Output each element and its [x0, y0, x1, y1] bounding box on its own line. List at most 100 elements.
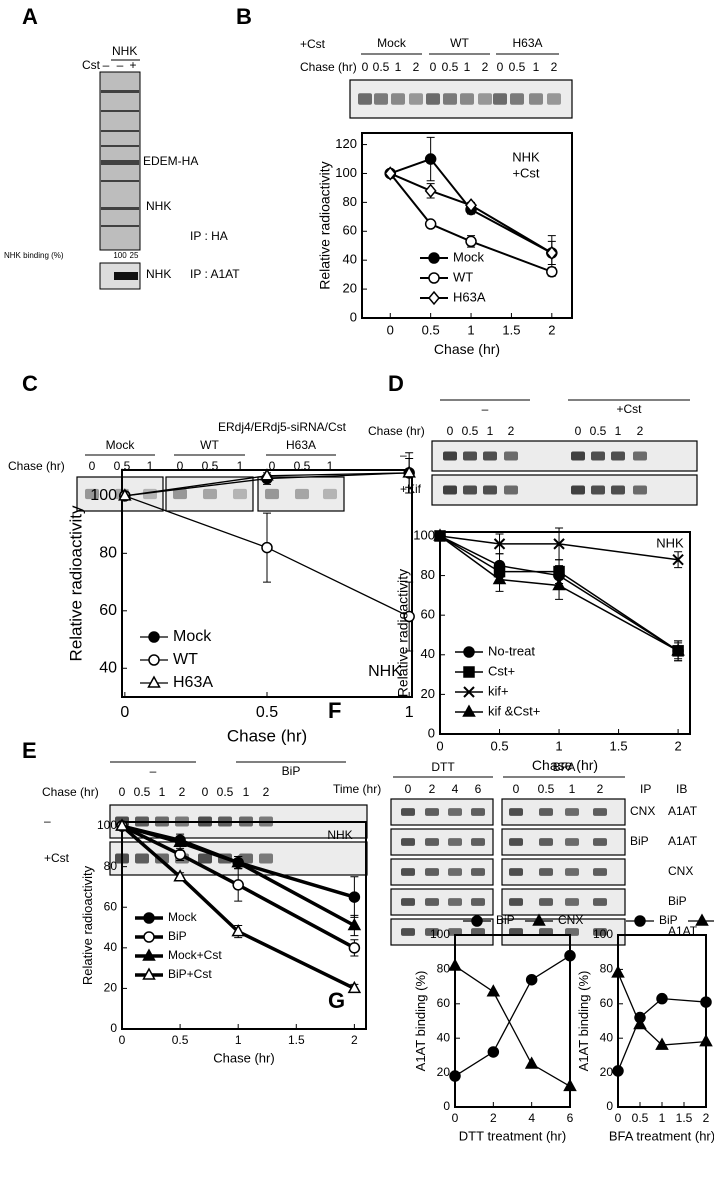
- x-tick-label: 1.5: [610, 738, 628, 753]
- marker: [612, 1065, 624, 1077]
- marker: [261, 541, 273, 554]
- marker: [672, 554, 684, 566]
- y-tick-label: 0: [443, 1099, 450, 1113]
- y-axis-label: A1AT binding (%): [413, 971, 428, 1072]
- marker: [700, 996, 712, 1008]
- lane-label: 0: [89, 459, 96, 473]
- x-tick-label: 2: [674, 738, 681, 753]
- marker: [462, 704, 476, 717]
- marker: [173, 869, 187, 882]
- y-tick-label: 60: [421, 607, 435, 622]
- x-tick-label: 1: [555, 738, 562, 753]
- band: [611, 451, 625, 461]
- marker: [428, 290, 440, 306]
- x-tick-label: 0.5: [490, 738, 508, 753]
- legend-label: Mock+Cst: [168, 948, 222, 962]
- panel-label: G: [328, 988, 345, 1013]
- band: [565, 928, 579, 936]
- y-tick-label: 80: [104, 859, 118, 873]
- band: [425, 898, 439, 906]
- x-axis-label: Chase (hr): [227, 726, 307, 745]
- band: [509, 868, 523, 876]
- legend-label: WT: [173, 651, 198, 668]
- lane-label: 2: [263, 785, 270, 799]
- marker: [142, 967, 156, 980]
- lane-label: 0: [119, 785, 126, 799]
- lane-label: 0: [362, 60, 369, 74]
- marker: [465, 198, 478, 213]
- plot-frame: [361, 132, 573, 319]
- label: Chase (hr): [42, 785, 99, 799]
- band: [593, 928, 607, 936]
- band: [101, 90, 139, 93]
- x-tick-label: 2: [351, 1033, 358, 1047]
- label: Chase (hr): [300, 60, 357, 74]
- group-label: –: [150, 764, 157, 778]
- lane-label: 1: [237, 459, 244, 473]
- y-axis-label: Relative radioactivity: [316, 161, 332, 289]
- label: NHK binding (%): [4, 251, 64, 260]
- group-label: BiP: [282, 764, 301, 778]
- x-axis-label: Chase (hr): [532, 757, 598, 773]
- band: [539, 808, 553, 816]
- y-tick-label: 20: [421, 686, 435, 701]
- y-tick-label: 100: [430, 927, 450, 941]
- series-line: [617, 972, 707, 1046]
- y-axis-label: Relative radioactivity: [67, 505, 86, 661]
- lane-label: 0: [202, 785, 209, 799]
- y-tick-label: 40: [421, 646, 435, 661]
- band: [448, 838, 462, 846]
- marker: [143, 931, 155, 943]
- series-line: [454, 965, 571, 1087]
- band: [401, 808, 415, 816]
- marker: [487, 1046, 500, 1058]
- binding-value: 100: [113, 251, 127, 260]
- row-label: CNX: [630, 804, 655, 818]
- marker: [525, 973, 538, 986]
- band: [539, 928, 553, 936]
- lane-label: –: [103, 58, 110, 72]
- band: [509, 928, 523, 936]
- y-tick-label: 60: [437, 996, 451, 1010]
- band: [471, 838, 485, 846]
- series-line: [617, 997, 707, 1072]
- legend-label: CNX: [558, 913, 583, 927]
- lane-label: 0: [177, 459, 184, 473]
- band: [443, 93, 457, 105]
- lane-label: 0.5: [373, 60, 390, 74]
- panel-label: E: [22, 738, 37, 763]
- legend-label: BiP: [168, 929, 187, 943]
- marker: [115, 818, 129, 831]
- band: [259, 853, 273, 864]
- binding-value: 25: [130, 251, 139, 260]
- marker: [348, 891, 361, 903]
- y-tick-label: 100: [335, 165, 357, 180]
- band: [101, 110, 139, 112]
- y-tick-label: 80: [600, 962, 614, 976]
- lane-label: 2: [413, 60, 420, 74]
- band: [198, 853, 212, 864]
- marker: [563, 1078, 577, 1092]
- row-label: BiP: [668, 894, 687, 908]
- marker: [231, 855, 245, 868]
- series-line: [389, 172, 553, 254]
- legend-label: H63A: [453, 289, 486, 304]
- band: [401, 898, 415, 906]
- band: [539, 898, 553, 906]
- y-tick-label: 80: [437, 962, 451, 976]
- marker: [656, 992, 668, 1005]
- lane-label: 0: [269, 459, 276, 473]
- lane-label: 1: [533, 60, 540, 74]
- band: [509, 838, 523, 846]
- marker: [428, 272, 440, 284]
- lane-label: 2: [429, 782, 436, 796]
- label: NHK: [112, 44, 137, 58]
- x-tick-label: 6: [567, 1111, 574, 1125]
- legend-label: Cst+: [488, 663, 515, 678]
- x-axis-label: Chase (hr): [213, 1050, 274, 1065]
- lane-label: +: [129, 58, 136, 72]
- panel-label: F: [328, 698, 341, 723]
- y-tick-label: 60: [343, 223, 357, 238]
- band: [471, 808, 485, 816]
- x-tick-label: 2: [703, 1111, 710, 1125]
